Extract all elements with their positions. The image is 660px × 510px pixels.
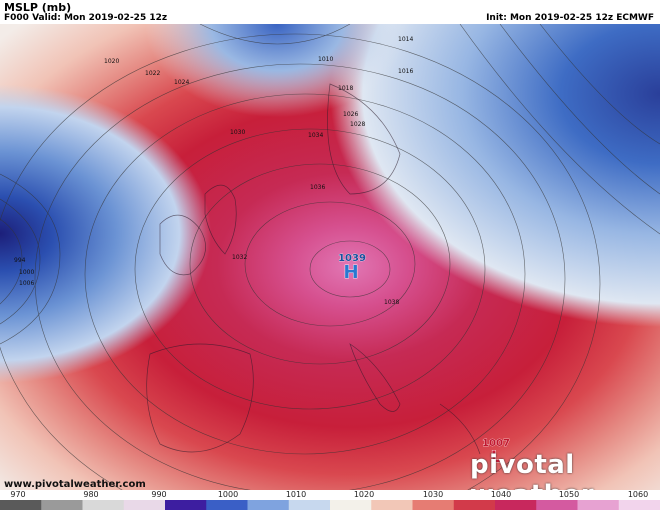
colorbar-swatch: [82, 500, 125, 510]
isobar-lines: [0, 24, 660, 490]
colorbar-swatch: [330, 500, 372, 510]
isobar-label: 1036: [310, 184, 325, 191]
colorbar-tick: 1020: [353, 490, 375, 499]
colorbar-tick: 1040: [490, 490, 512, 499]
colorbar-tick: 1050: [558, 490, 580, 499]
mslp-map: 1010 1014 1016 1018 1020 1022 1024 1026 …: [0, 24, 660, 490]
colorbar-tick: 990: [151, 490, 167, 499]
colorbar-tick: 1060: [627, 490, 649, 499]
isobar-label: 1020: [104, 58, 119, 65]
site-url: www.pivotalweather.com: [4, 479, 146, 490]
low-pressure-symbol: L: [491, 447, 501, 466]
colorbar-swatch: [371, 500, 413, 510]
colorbar-swatch: [412, 500, 455, 510]
variable-title: MSLP (mb): [4, 1, 72, 14]
map-header: MSLP (mb) F000 Valid: Mon 2019-02-25 12z…: [0, 0, 660, 24]
isobar-label: 1030: [230, 129, 245, 136]
isobar-label: 1006: [19, 280, 34, 287]
isobar-label: 1016: [398, 68, 413, 75]
colorbar-swatch: [536, 500, 578, 510]
high-pressure-center: 1039 H: [338, 253, 366, 284]
isobar-label: 1010: [318, 56, 333, 63]
low-pressure-center: 1007 L: [482, 438, 510, 467]
colorbar-tick: 970: [10, 490, 26, 499]
isobar-label: 1034: [308, 132, 323, 139]
isobar-label: 1038: [384, 299, 399, 306]
colorbar-swatch: [206, 500, 248, 510]
colorbar-swatch: [247, 500, 290, 510]
colorbar-swatch: [618, 500, 660, 510]
isobar-labels: 1010 1014 1016 1018 1020 1022 1024 1026 …: [14, 36, 413, 306]
colorbar-swatch: [0, 500, 42, 510]
colorbar-tick: 1030: [422, 490, 444, 499]
high-pressure-symbol: H: [343, 262, 358, 283]
isobar-label: 1026: [343, 111, 358, 118]
high-pressure-value: 1039: [338, 253, 366, 264]
isobar-label: 1000: [19, 269, 34, 276]
colorbar-tick: 980: [83, 490, 99, 499]
isobar-label: 1018: [338, 85, 353, 92]
isobar-label: 1024: [174, 79, 189, 86]
colorbar-swatch: [288, 500, 331, 510]
coastlines: [146, 83, 481, 455]
valid-time: F000 Valid: Mon 2019-02-25 12z: [4, 13, 168, 23]
colorbar-tick: 1000: [217, 490, 239, 499]
colorbar-swatch: [123, 500, 166, 510]
isobar-label: 1022: [145, 70, 160, 77]
isobar-label: 994: [14, 257, 26, 264]
colorbar-swatch: [495, 500, 537, 510]
colorbar-swatch: [577, 500, 620, 510]
colorbar-tick: 1010: [285, 490, 307, 499]
low-pressure-value: 1007: [482, 438, 510, 449]
colorbar-swatch: [165, 500, 207, 510]
isobar-label: 1014: [398, 36, 413, 43]
colorbar-swatch: [41, 500, 83, 510]
isobar-label: 1028: [350, 121, 365, 128]
colorbar-strip: [0, 500, 660, 510]
colorbar: 970 980 990 1000 1010 1020 1030 1040 105…: [0, 490, 660, 510]
init-time: Init: Mon 2019-02-25 12z ECMWF: [486, 13, 654, 23]
colorbar-swatch: [453, 500, 496, 510]
isobar-label: 1032: [232, 254, 247, 261]
